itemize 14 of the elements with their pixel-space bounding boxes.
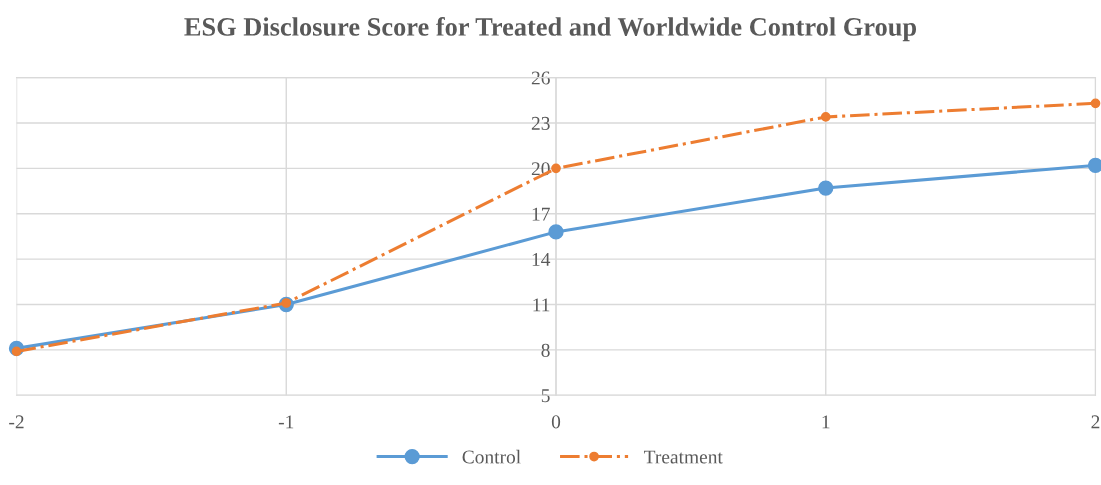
chart-title: ESG Disclosure Score for Treated and Worldwide Control Group [184, 16, 917, 42]
x-tick-label: 2 [1091, 415, 1100, 429]
x-tick-label: -1 [278, 415, 294, 429]
x-tick-label: 0 [551, 415, 561, 429]
y-tick-label: 23 [531, 116, 550, 130]
y-tick-label: 14 [532, 253, 551, 266]
y-tick-label: 5 [541, 389, 550, 403]
legend-label: Control [462, 449, 521, 464]
y-tick-label: 17 [532, 207, 550, 221]
x-tick-label: 1 [822, 415, 830, 429]
legend-label: Treatment [644, 450, 723, 464]
y-tick-label: 11 [533, 298, 550, 312]
x-tick-label: -2 [9, 415, 24, 429]
y-tick-label: 8 [541, 343, 550, 357]
